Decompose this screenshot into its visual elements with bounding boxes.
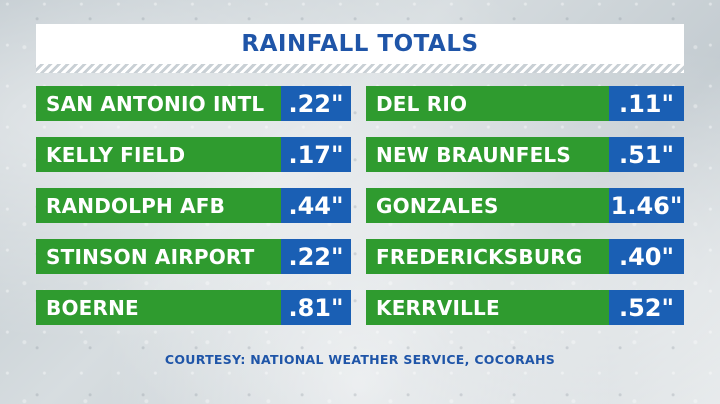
rainfall-row: SAN ANTONIO INTL .22" [36,86,351,121]
title-banner: RAINFALL TOTALS [36,24,684,64]
rainfall-value: .40" [609,239,684,274]
rainfall-value: .22" [281,86,351,121]
location-name: KELLY FIELD [36,137,281,172]
location-name: DEL RIO [366,86,609,121]
rainfall-row: STINSON AIRPORT .22" [36,239,351,274]
rainfall-row: GONZALES 1.46" [366,188,684,223]
rainfall-row: FREDERICKSBURG .40" [366,239,684,274]
rainfall-row: KELLY FIELD .17" [36,137,351,172]
rainfall-row: DEL RIO .11" [366,86,684,121]
rainfall-value: .22" [281,239,351,274]
location-name: SAN ANTONIO INTL [36,86,281,121]
title-stripe [36,64,684,73]
location-name: BOERNE [36,290,281,325]
location-name: STINSON AIRPORT [36,239,281,274]
rainfall-value: .52" [609,290,684,325]
rainfall-value: .51" [609,137,684,172]
location-name: KERRVILLE [366,290,609,325]
rainfall-row: RANDOLPH AFB .44" [36,188,351,223]
rainfall-row: KERRVILLE .52" [366,290,684,325]
rainfall-value: 1.46" [609,188,684,223]
source-credit: COURTESY: NATIONAL WEATHER SERVICE, COCO… [164,352,556,367]
rainfall-value: .11" [609,86,684,121]
location-name: NEW BRAUNFELS [366,137,609,172]
rainfall-value: .44" [281,188,351,223]
rainfall-row: BOERNE .81" [36,290,351,325]
page-title: RAINFALL TOTALS [241,31,479,57]
rainfall-value: .17" [281,137,351,172]
location-name: FREDERICKSBURG [366,239,609,274]
rainfall-value: .81" [281,290,351,325]
rainfall-row: NEW BRAUNFELS .51" [366,137,684,172]
location-name: RANDOLPH AFB [36,188,281,223]
location-name: GONZALES [366,188,609,223]
